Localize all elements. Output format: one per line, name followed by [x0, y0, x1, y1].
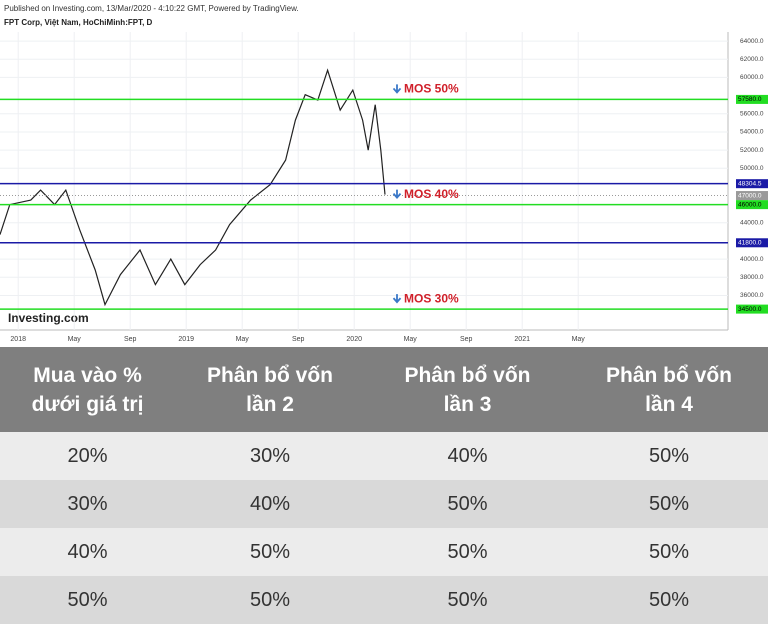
table-row: 50% 50% 50% 50%: [0, 576, 768, 624]
x-tick-label: May: [404, 336, 418, 343]
table-cell: 50%: [175, 528, 365, 576]
table-cell: 50%: [0, 576, 175, 624]
y-tick-label: 60000.0: [740, 74, 764, 81]
x-tick-label: Sep: [124, 336, 137, 343]
chart-title: FPT Corp, Việt Nam, HoChiMinh:FPT, D: [4, 18, 153, 27]
table-cell: 40%: [0, 528, 175, 576]
arrow-icon: [392, 84, 402, 94]
y-tick-label: 52000.0: [740, 147, 764, 154]
level-label-box: [736, 304, 768, 314]
level-label-box: [736, 200, 768, 210]
level-label: 41800.0: [738, 239, 762, 246]
price-line: [0, 68, 386, 307]
arrow-icon: [392, 294, 402, 304]
y-tick-label: 54000.0: [740, 129, 764, 136]
chart: Published on Investing.com, 13/Mar/2020 …: [0, 4, 768, 343]
header-note: Published on Investing.com, 13/Mar/2020 …: [4, 4, 299, 13]
y-tick-label: 40000.0: [740, 256, 764, 263]
table-cell: 40%: [365, 432, 570, 480]
table-cell: 50%: [365, 576, 570, 624]
table-cell: 40%: [175, 480, 365, 528]
annotation: MOS 30%: [404, 291, 459, 305]
table-cell: 20%: [0, 432, 175, 480]
table-cell: 50%: [570, 528, 768, 576]
y-tick-label: 62000.0: [740, 56, 764, 63]
level-label: 34500.0: [738, 306, 762, 313]
x-tick-label: May: [572, 336, 586, 343]
logo: Investing.com: [8, 311, 89, 325]
header-line: Phân bổ vốn: [404, 363, 531, 387]
table-row: 20% 30% 40% 50%: [0, 432, 768, 480]
arrow-icon: [392, 189, 402, 199]
table-row: 40% 50% 50% 50%: [0, 528, 768, 576]
header-cell: Phân bổ vốn lần 3: [365, 347, 570, 432]
header-line: Phân bổ vốn: [207, 363, 333, 387]
annotation: MOS 50%: [404, 82, 459, 96]
table-cell: 30%: [0, 480, 175, 528]
allocation-table: Mua vào % dưới giá trị Phân bổ vốn lần 2 Phâ…: [0, 347, 768, 624]
annotation: MOS 40%: [404, 187, 459, 201]
table-cell: 50%: [365, 528, 570, 576]
x-tick-label: 2018: [10, 336, 26, 343]
x-tick-label: May: [68, 336, 82, 343]
level-label: 46000.0: [738, 201, 762, 208]
y-tick-label: 36000.0: [740, 292, 764, 299]
y-tick-label: 50000.0: [740, 165, 764, 172]
level-label-box: [736, 238, 768, 248]
y-tick-label: 56000.0: [740, 110, 764, 117]
x-tick-label: 2019: [178, 336, 194, 343]
level-label: 47000.0: [738, 192, 762, 199]
header-line: Mua vào %: [33, 363, 142, 387]
header-line: lần 4: [645, 392, 693, 416]
header-line: dưới giá trị: [31, 392, 144, 416]
table-cell: 50%: [570, 576, 768, 624]
level-label-box: [736, 191, 768, 201]
x-tick-label: Sep: [292, 336, 305, 343]
x-tick-label: Sep: [460, 336, 473, 343]
y-tick-label: 38000.0: [740, 274, 764, 281]
table-cell: 50%: [570, 432, 768, 480]
x-tick-label: 2021: [514, 336, 530, 343]
table-cell: 50%: [365, 480, 570, 528]
header-cell: Phân bổ vốn lần 2: [175, 347, 365, 432]
table-cell: 50%: [570, 480, 768, 528]
header-cell: Mua vào % dưới giá trị: [0, 347, 175, 432]
header-line: lần 2: [246, 392, 294, 416]
level-label: 57580.0: [738, 96, 762, 103]
table-cell: 50%: [175, 576, 365, 624]
header-line: lần 3: [443, 392, 492, 416]
level-label-box: [736, 94, 768, 104]
header-cell: Phân bổ vốn lần 4: [570, 347, 768, 432]
y-tick-label: 64000.0: [740, 38, 764, 45]
header-line: Phân bổ vốn: [606, 363, 732, 387]
level-label: 48304.5: [738, 180, 762, 187]
table-cell: 30%: [175, 432, 365, 480]
y-tick-label: 44000.0: [740, 220, 764, 227]
table-row: 30% 40% 50% 50%: [0, 480, 768, 528]
x-tick-label: 2020: [346, 336, 362, 343]
level-label-box: [736, 179, 768, 189]
header-row: Mua vào % dưới giá trị Phân bổ vốn lần 2 Phâ…: [0, 347, 768, 432]
x-tick-label: May: [236, 336, 250, 343]
